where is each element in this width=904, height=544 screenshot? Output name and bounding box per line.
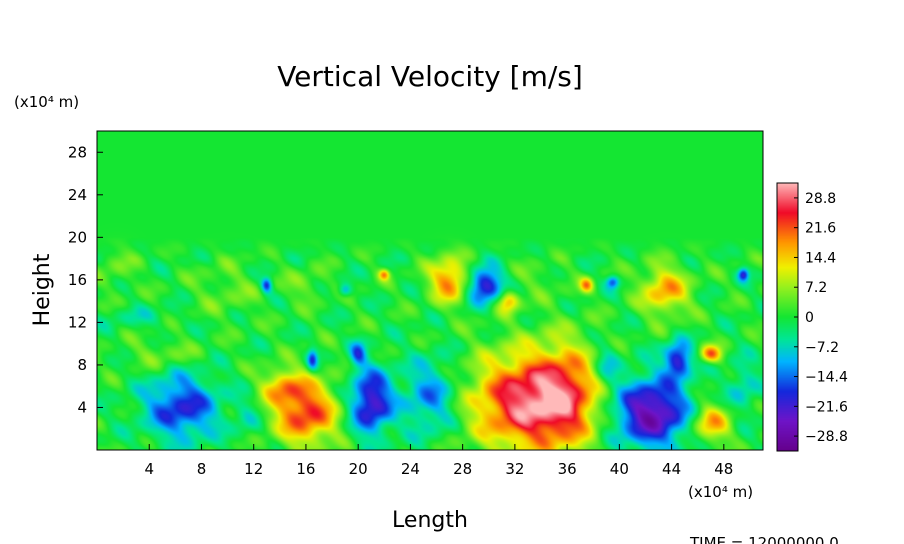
y-tick-label: 24 — [68, 186, 87, 204]
x-tick-label: 8 — [197, 460, 207, 478]
colorbar-label: −14.4 — [805, 370, 848, 386]
x-tick-label: 12 — [244, 460, 263, 478]
x-tick-label: 16 — [296, 460, 315, 478]
colorbar-label: −28.8 — [805, 429, 848, 445]
x-tick-label: 48 — [714, 460, 733, 478]
colorbar-label: 7.2 — [805, 280, 827, 296]
x-tick-label: 40 — [610, 460, 629, 478]
colorbar-labels: 28.8 21.6 14.4 7.2 0 −7.2 −14.4 −21.6 −28.8 — [794, 191, 848, 445]
colorbar-label: −7.2 — [805, 340, 839, 356]
y-tick-label: 28 — [68, 143, 87, 161]
y-tick-label: 12 — [68, 313, 87, 331]
time-annotation: TIME = 12000000.0 — [689, 534, 839, 544]
colorbar-label: 0 — [805, 310, 814, 326]
colorbar-label: 28.8 — [805, 191, 836, 207]
chart-title: Vertical Velocity [m/s] — [277, 60, 583, 93]
x-tick-label: 28 — [453, 460, 472, 478]
colorbar-label: −21.6 — [805, 399, 848, 415]
x-tick-label: 4 — [144, 460, 154, 478]
colorbar-label: 21.6 — [805, 221, 836, 237]
plot-frame — [96, 130, 764, 451]
colorbar-label: 14.4 — [805, 250, 836, 266]
x-unit-label: (x10⁴ m) — [688, 483, 753, 501]
x-tick-label: 24 — [401, 460, 420, 478]
y-tick-label: 8 — [77, 356, 87, 374]
y-tick-label: 20 — [68, 228, 87, 246]
y-tick-label: 16 — [68, 271, 87, 289]
colorbar — [777, 183, 798, 451]
x-tick-label: 44 — [662, 460, 681, 478]
x-axis: 4 8 12 16 20 24 28 32 36 40 44 48 — [144, 444, 733, 478]
x-tick-label: 20 — [349, 460, 368, 478]
y-unit-label: (x10⁴ m) — [14, 93, 79, 111]
x-tick-label: 32 — [505, 460, 524, 478]
y-axis-label: Height — [30, 253, 55, 326]
y-axis: 4 8 12 16 20 24 28 — [68, 143, 103, 416]
x-axis-label: Length — [392, 508, 468, 533]
x-tick-label: 36 — [558, 460, 577, 478]
heatmap-field — [97, 131, 763, 450]
y-tick-label: 4 — [77, 398, 87, 416]
